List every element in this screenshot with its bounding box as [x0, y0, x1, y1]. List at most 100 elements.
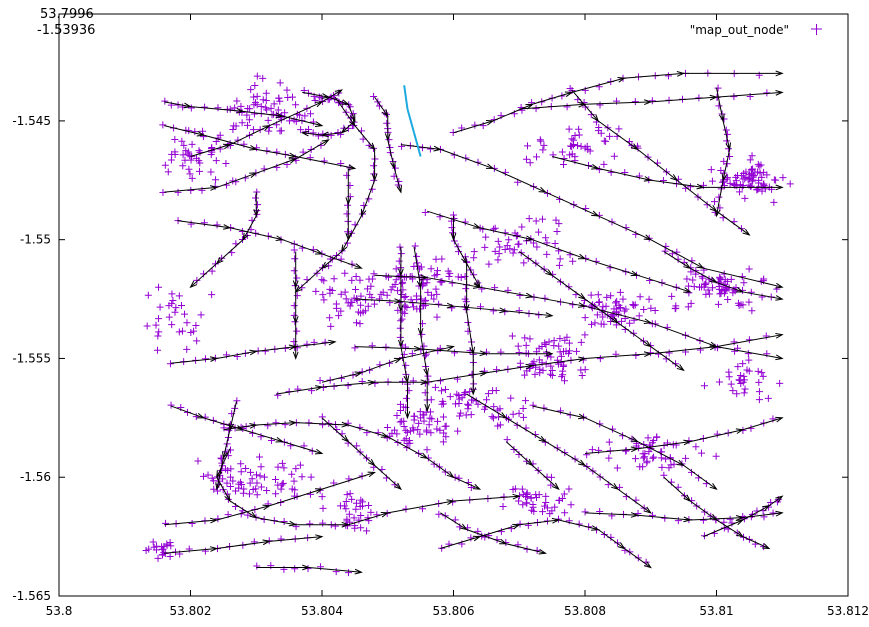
x-tick-label: 53.804 [301, 604, 343, 618]
node-marker [619, 295, 627, 303]
node-marker [356, 276, 364, 284]
node-marker [427, 396, 435, 404]
node-marker [233, 397, 241, 405]
node-marker [368, 342, 376, 350]
node-marker [345, 475, 353, 483]
edge-segment [400, 346, 408, 383]
node-marker [188, 519, 196, 527]
node-marker [566, 251, 574, 259]
node-marker [184, 148, 192, 156]
edge-arrowhead [321, 139, 330, 146]
edge-arrowhead [398, 268, 404, 277]
node-marker [515, 349, 523, 357]
node-marker [290, 477, 298, 485]
node-marker [219, 475, 227, 483]
node-marker [250, 110, 258, 118]
node-marker [739, 360, 747, 368]
edge-segment [216, 172, 257, 188]
node-marker [237, 460, 245, 468]
node-marker [145, 545, 153, 553]
node-marker [210, 477, 218, 485]
node-marker [648, 511, 656, 519]
node-marker [357, 292, 365, 300]
edge-segment [545, 191, 599, 217]
node-marker [276, 79, 284, 87]
node-marker [161, 97, 169, 105]
node-marker [341, 288, 349, 296]
edge-segment [256, 158, 296, 174]
node-marker [763, 171, 771, 179]
node-marker [162, 519, 170, 527]
edge-segment [703, 267, 783, 288]
edge-arrowhead [262, 504, 271, 511]
node-marker [248, 475, 256, 483]
edge-arrowhead [228, 422, 235, 432]
node-marker [168, 290, 176, 298]
node-marker [515, 451, 523, 459]
edge-segment [466, 393, 507, 419]
node-marker [491, 247, 499, 255]
node-marker [692, 270, 700, 278]
node-marker [351, 524, 359, 532]
node-marker [747, 182, 755, 190]
node-marker [515, 497, 523, 505]
node-marker [253, 479, 261, 487]
node-marker [737, 380, 745, 388]
node-marker [548, 371, 556, 379]
node-marker [402, 343, 410, 351]
node-marker [311, 96, 319, 104]
node-marker [257, 483, 265, 491]
edge-arrowhead [390, 161, 396, 170]
edge-arrowhead [446, 499, 455, 505]
node-marker [651, 306, 659, 314]
node-marker [406, 427, 414, 435]
node-marker [730, 338, 738, 346]
edge-segment [164, 519, 217, 526]
node-marker [214, 104, 222, 112]
node-marker [557, 352, 565, 360]
node-marker [256, 472, 264, 480]
node-marker [161, 161, 169, 169]
node-marker [252, 485, 260, 493]
edge-arrowhead [775, 510, 784, 517]
node-marker [352, 505, 360, 513]
node-marker [755, 396, 763, 404]
node-marker [659, 177, 667, 185]
node-marker [530, 358, 538, 366]
edge-segment [597, 529, 625, 549]
edge-arrowhead [472, 483, 482, 490]
node-marker [567, 501, 575, 509]
edge-segment [597, 215, 651, 241]
edge-arrowhead [611, 316, 620, 324]
node-marker [539, 366, 547, 374]
edge-segment [479, 524, 520, 538]
node-marker [327, 322, 335, 330]
node-marker [247, 86, 255, 94]
node-marker [588, 446, 596, 454]
node-marker [586, 147, 594, 155]
node-marker [419, 320, 427, 328]
node-marker [243, 111, 251, 119]
edge-arrowhead [368, 142, 376, 151]
node-marker [664, 72, 672, 80]
node-marker [199, 127, 207, 135]
node-marker [435, 510, 443, 518]
node-marker [263, 486, 271, 494]
edge-segment [354, 298, 401, 302]
node-marker [159, 121, 167, 129]
node-marker [191, 128, 199, 136]
node-marker [212, 176, 220, 184]
node-marker [571, 132, 579, 140]
node-marker [538, 342, 546, 350]
node-marker [289, 93, 297, 101]
edge-arrowhead [775, 354, 784, 361]
node-marker [324, 131, 332, 139]
node-marker [748, 152, 756, 160]
node-marker [740, 372, 748, 380]
edge-arrowhead [630, 270, 639, 277]
node-marker [252, 471, 260, 479]
node-marker [187, 329, 195, 337]
edge-arrowhead [384, 133, 391, 142]
node-marker [445, 540, 453, 548]
node-marker [596, 355, 604, 363]
